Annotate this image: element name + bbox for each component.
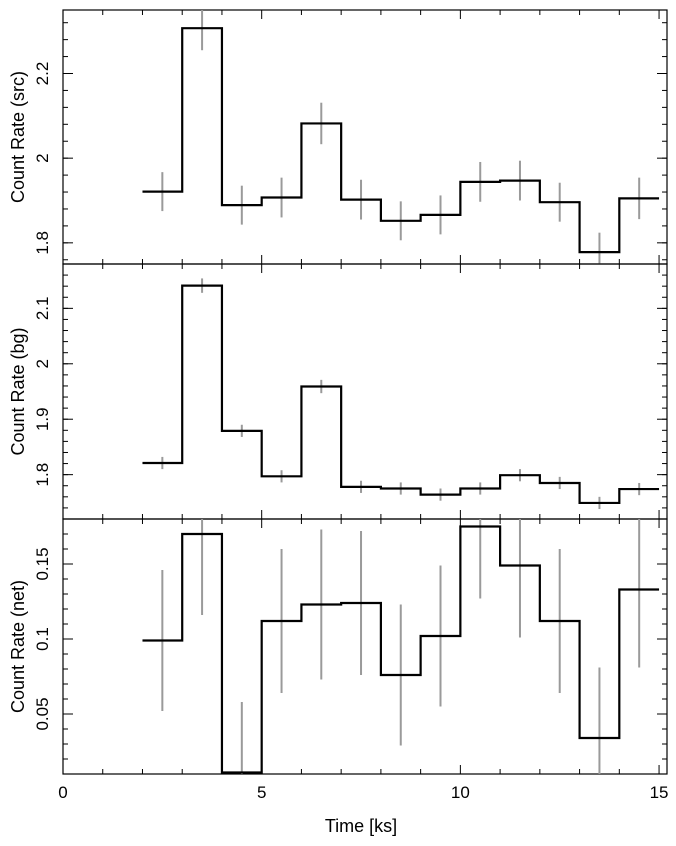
panel-data (142, 519, 660, 774)
step-line (142, 27, 660, 254)
y-axis-label: Count Rate (net) (8, 580, 28, 713)
panel-3: 0.05 0.1 0.15 Count Rate (net) 0 5 10 15 (8, 518, 669, 802)
y-tick-label: 0.1 (33, 627, 52, 651)
x-tick-label: 15 (650, 783, 669, 802)
y-tick-label: 1.8 (33, 231, 52, 255)
y-tick-label: 1.8 (33, 463, 52, 487)
panel-frame (62, 9, 668, 265)
panel-frame (62, 263, 668, 520)
panel-frame (62, 518, 668, 775)
y-axis-label: Count Rate (bg) (8, 327, 28, 455)
x-axis-label: Time [ks] (325, 816, 397, 836)
x-tick-label: 10 (451, 783, 470, 802)
y-tick-label: 0.15 (33, 547, 52, 580)
panel-data (142, 10, 660, 264)
x-tick-label: 5 (257, 783, 266, 802)
step-line (142, 525, 660, 774)
y-axis-label: Count Rate (src) (8, 71, 28, 203)
panel-2: 1.8 1.9 2 2.1 Count Rate (bg) (8, 263, 668, 520)
y-tick-label: 1.9 (33, 407, 52, 431)
panels-group: 1.8 2 2.2 Count Rate (src) 1.8 1.9 2 2.1 Count R… (8, 9, 669, 802)
panel-1: 1.8 2 2.2 Count Rate (src) (8, 9, 668, 265)
step-line (142, 284, 660, 505)
y-tick-label: 0.05 (33, 697, 52, 730)
y-tick-label: 2 (33, 153, 52, 162)
panel-data (142, 278, 660, 510)
y-tick-label: 2.1 (33, 297, 52, 321)
x-tick-label: 0 (58, 783, 67, 802)
y-tick-label: 2.2 (33, 62, 52, 86)
y-tick-label: 2 (33, 359, 52, 368)
